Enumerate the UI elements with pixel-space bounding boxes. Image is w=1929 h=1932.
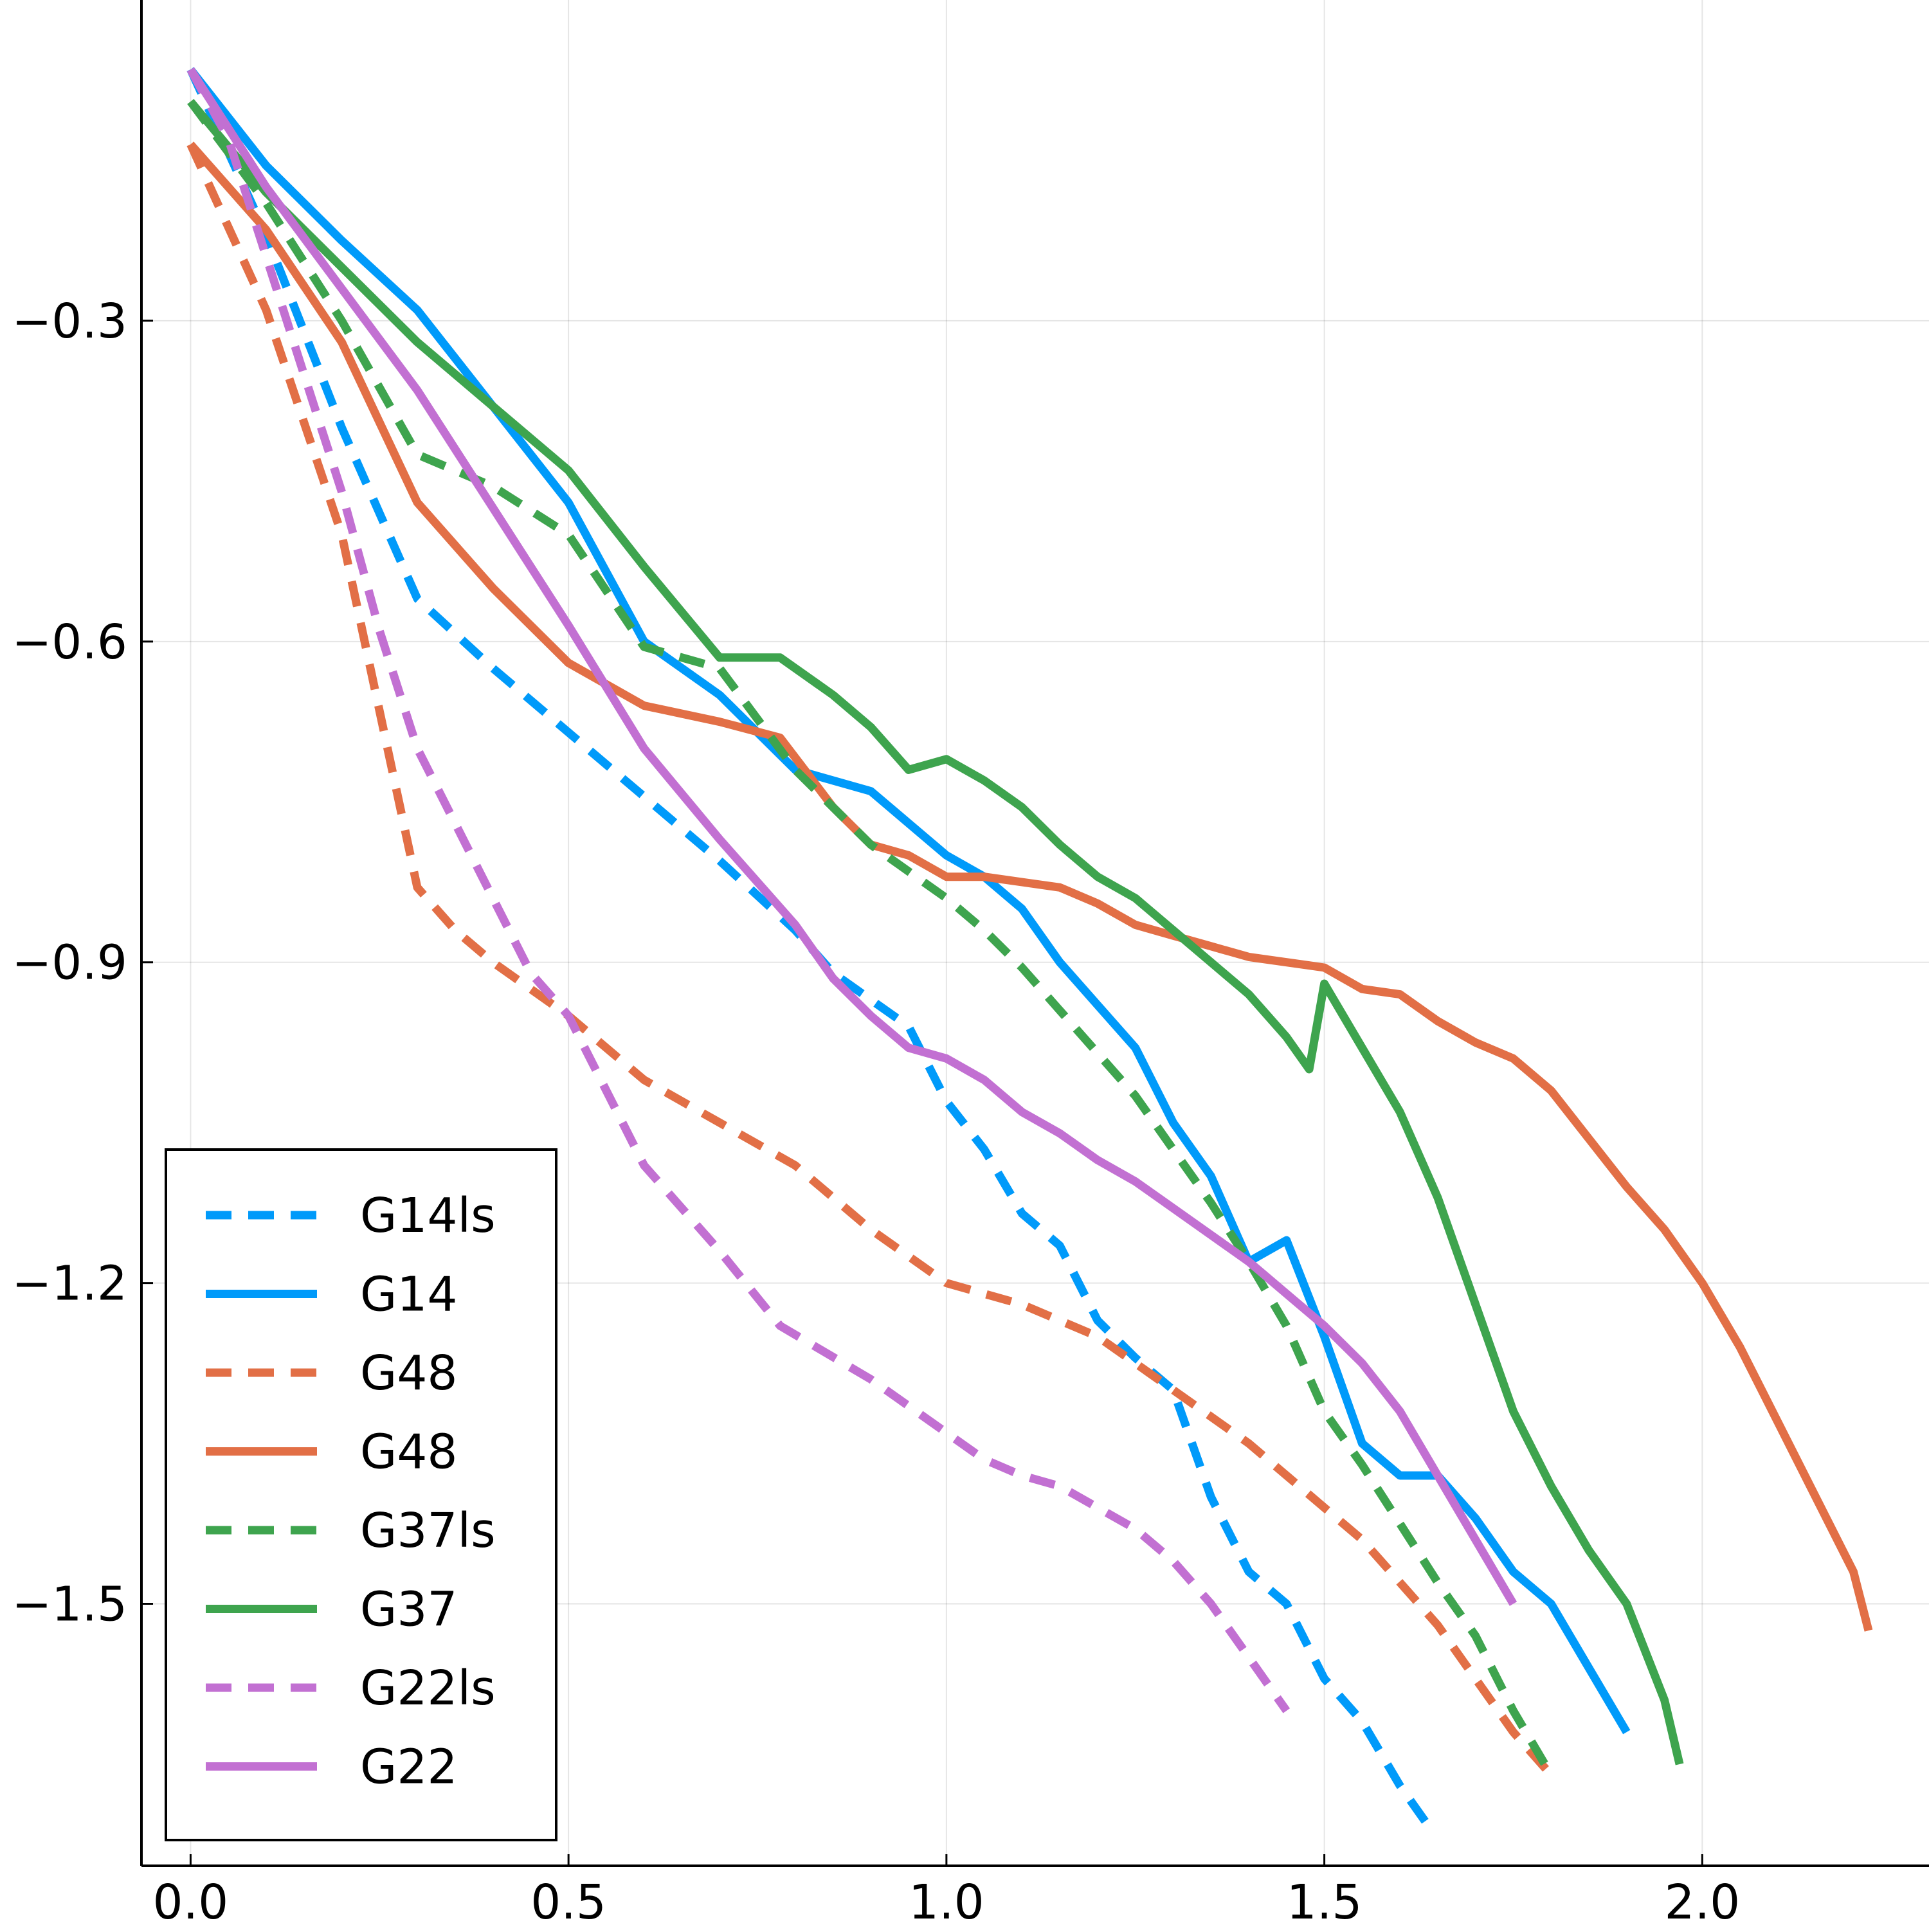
legend-label: G48 (360, 1425, 458, 1480)
legend-label: G48 (360, 1346, 458, 1401)
y-tick-label: −0.3 (12, 294, 127, 349)
series-line-g37ls (187, 99, 1555, 1777)
y-tick-label: −1.2 (12, 1256, 127, 1312)
y-tick-label: −0.6 (12, 615, 127, 670)
legend-label: G37ls (360, 1503, 496, 1558)
x-tick-label: 2.0 (1665, 1875, 1741, 1929)
x-tick-label: 1.0 (909, 1875, 984, 1929)
x-tick-label: 0.5 (530, 1875, 606, 1929)
x-tick-label: 0.0 (153, 1875, 229, 1929)
legend-box (165, 1148, 557, 1841)
legend-label: G22 (360, 1740, 458, 1795)
series-line-g37 (187, 98, 1684, 1765)
legend-label: G22ls (360, 1661, 496, 1716)
y-tick-label: −0.9 (12, 935, 127, 991)
y-tick-label: −1.5 (12, 1577, 127, 1632)
legend-label: G14 (360, 1267, 458, 1323)
x-tick-label: 1.5 (1287, 1875, 1363, 1929)
series-lines (186, 67, 1873, 1831)
legend-label: G14ls (360, 1188, 496, 1243)
series-line-g14ls (186, 68, 1434, 1831)
legend-label: G37 (360, 1582, 458, 1638)
series-line-g22ls (186, 67, 1291, 1713)
legend: G14ls G14 G48 G48 G37ls G37 G22ls G22 (165, 1148, 557, 1841)
axes: 0.0 0.5 1.0 1.5 2.0 −0.3 −0.6 −0.9 −1.2 −1.5 (12, 0, 1929, 1930)
series-line-g48 (186, 142, 1555, 1778)
series-line-g22 (186, 67, 1517, 1606)
